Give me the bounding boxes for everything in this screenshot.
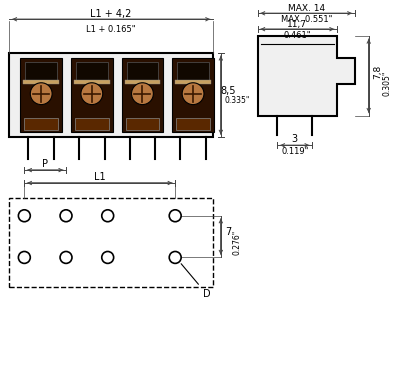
Text: 3: 3 bbox=[292, 134, 298, 144]
Bar bbox=[126, 119, 159, 130]
Text: 0.305": 0.305" bbox=[382, 71, 391, 97]
Text: MAX. 0.551": MAX. 0.551" bbox=[280, 15, 332, 24]
Bar bbox=[75, 119, 109, 130]
Polygon shape bbox=[258, 36, 355, 116]
Circle shape bbox=[81, 83, 103, 105]
Text: D: D bbox=[181, 264, 211, 299]
Text: 11,7: 11,7 bbox=[287, 20, 307, 29]
Text: 0.119": 0.119" bbox=[281, 147, 308, 156]
Text: L1 + 0.165": L1 + 0.165" bbox=[86, 25, 136, 34]
Text: 0.335": 0.335" bbox=[224, 96, 250, 105]
Bar bbox=[122, 58, 163, 132]
Text: MAX. 14: MAX. 14 bbox=[288, 4, 325, 13]
Text: L1 + 4,2: L1 + 4,2 bbox=[90, 9, 132, 19]
Bar bbox=[23, 80, 59, 84]
Bar bbox=[10, 53, 213, 137]
Text: L1: L1 bbox=[94, 172, 106, 182]
Bar bbox=[24, 119, 58, 130]
Bar bbox=[175, 80, 211, 84]
Circle shape bbox=[30, 83, 52, 105]
Text: 0.461": 0.461" bbox=[284, 30, 311, 40]
Circle shape bbox=[182, 83, 204, 105]
Bar bbox=[25, 62, 57, 80]
Bar bbox=[71, 58, 113, 132]
Text: 7: 7 bbox=[226, 227, 232, 237]
Bar bbox=[124, 80, 160, 84]
Bar bbox=[74, 80, 110, 84]
Bar bbox=[177, 62, 209, 80]
Bar bbox=[10, 198, 213, 287]
Bar bbox=[172, 58, 214, 132]
Text: 8,5: 8,5 bbox=[220, 86, 236, 96]
Bar bbox=[76, 62, 108, 80]
Bar bbox=[20, 58, 62, 132]
Text: P: P bbox=[42, 159, 48, 169]
Bar bbox=[176, 119, 210, 130]
Bar bbox=[126, 62, 158, 80]
Text: 0.276": 0.276" bbox=[232, 230, 241, 255]
Circle shape bbox=[132, 83, 153, 105]
Text: 7,8: 7,8 bbox=[373, 65, 382, 79]
